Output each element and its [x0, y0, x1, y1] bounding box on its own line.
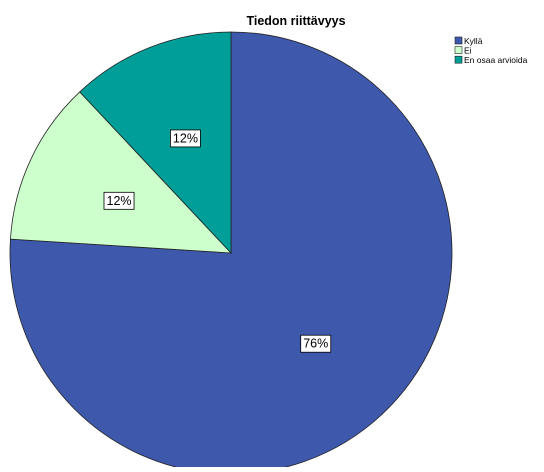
slice-label-en-osaa-arvioida: 12% [173, 131, 198, 145]
legend-swatch-kylla [454, 36, 463, 45]
legend-swatch-en-osaa-arvioida [454, 55, 463, 64]
pie-slice-ei [10, 91, 232, 254]
legend-label-ei: Ei [464, 45, 472, 55]
legend-swatch-ei [454, 46, 463, 54]
slice-label-box-en-osaa-arvioida [170, 129, 201, 148]
slice-label-box-ei [103, 191, 135, 210]
slice-label-kylla: 76% [303, 337, 328, 351]
pie-slice-labels: 76% 12% 12% [103, 129, 332, 353]
legend-label-kylla: Kyllä [464, 36, 483, 46]
chart-title: Tiedon riittävyys [246, 14, 345, 28]
slice-label-ei: 12% [107, 194, 132, 208]
pie-slice-en-osaa-arvioida [79, 31, 232, 255]
pie-slice-kylla [9, 31, 453, 472]
slice-label-box-kylla [300, 334, 332, 353]
pie-slices [9, 31, 453, 472]
legend-label-en-osaa-arvioida: En osaa arvioida [464, 55, 528, 65]
